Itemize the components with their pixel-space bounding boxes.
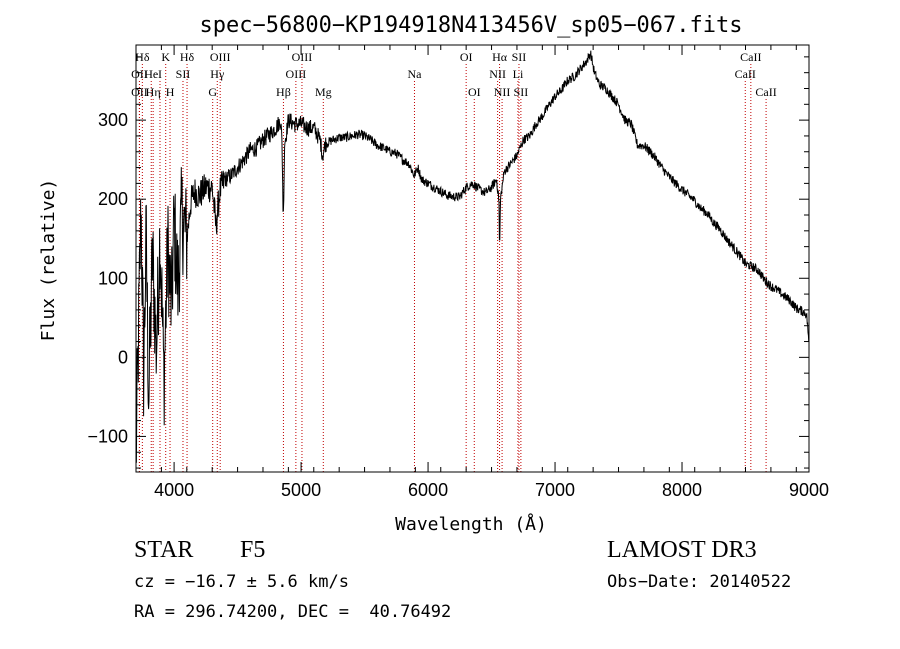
line-marker-label: OI — [468, 85, 481, 99]
object-subclass: F5 — [240, 537, 266, 563]
line-marker-label: Hη — [146, 85, 161, 99]
line-marker-label: OIII — [292, 50, 313, 64]
x-tick-label: 5000 — [281, 480, 321, 500]
obs-date-text: Obs−Date: 20140522 — [607, 572, 792, 592]
x-axis-label: Wavelength (Å) — [395, 513, 547, 535]
x-tick-label: 6000 — [408, 480, 448, 500]
y-tick-label: −100 — [87, 426, 128, 446]
line-marker-label: CaII — [735, 67, 756, 81]
line-marker-label: SII — [512, 50, 527, 64]
y-tick-label: 200 — [98, 189, 128, 209]
x-tick-label: 9000 — [789, 480, 829, 500]
y-axis-label: Flux (relative) — [38, 179, 59, 342]
line-marker-label: OIII — [210, 50, 231, 64]
line-marker-label: OI — [460, 50, 473, 64]
line-marker-label: Li — [513, 67, 524, 81]
line-marker-label: CaII — [740, 50, 761, 64]
line-marker-label: Na — [407, 67, 422, 81]
line-marker-label: NII — [494, 85, 511, 99]
x-axis: 4000 5000 6000 7000 8000 9000 — [135, 45, 829, 500]
spectrum-line — [135, 50, 810, 463]
line-marker-label: K — [161, 50, 170, 64]
line-marker-label: OII — [131, 67, 148, 81]
y-tick-label: 100 — [98, 268, 128, 288]
line-marker-label: NII — [489, 67, 506, 81]
line-marker-label: He — [144, 67, 158, 81]
line-marker-label: SII — [514, 85, 529, 99]
survey-label: LAMOST DR3 — [607, 537, 757, 563]
line-marker-label: OII — [131, 85, 148, 99]
line-marker-label: Hα — [492, 50, 508, 64]
line-marker-label: Hγ — [210, 67, 225, 81]
line-marker-label: Hβ — [276, 85, 291, 99]
line-marker-label: SII — [176, 67, 191, 81]
line-marker-label: I — [158, 67, 162, 81]
line-marker-label: CaII — [755, 85, 776, 99]
x-tick-label: 8000 — [662, 480, 702, 500]
chart-title: spec−56800−KP194918N413456V_sp05−067.fit… — [199, 13, 742, 38]
line-marker-label: Mg — [315, 85, 332, 99]
line-marker-label: H — [166, 85, 175, 99]
y-tick-label: 300 — [98, 110, 128, 130]
coordinates-text: RA = 296.74200, DEC = 40.76492 — [134, 602, 452, 622]
x-tick-label: 7000 — [535, 480, 575, 500]
line-marker-label: G — [208, 85, 217, 99]
plot-frame — [135, 44, 810, 473]
line-marker-group — [138, 64, 767, 472]
line-marker-label: Hδ — [135, 50, 150, 64]
redshift-text: cz = −16.7 ± 5.6 km/s — [134, 572, 349, 592]
y-tick-label: 0 — [118, 347, 128, 367]
line-marker-label: OIII — [286, 67, 307, 81]
x-tick-label: 4000 — [154, 480, 194, 500]
object-class: STAR — [134, 537, 194, 563]
line-marker-label: Hδ — [180, 50, 195, 64]
y-axis: −100 0 100 200 300 — [87, 56, 809, 469]
